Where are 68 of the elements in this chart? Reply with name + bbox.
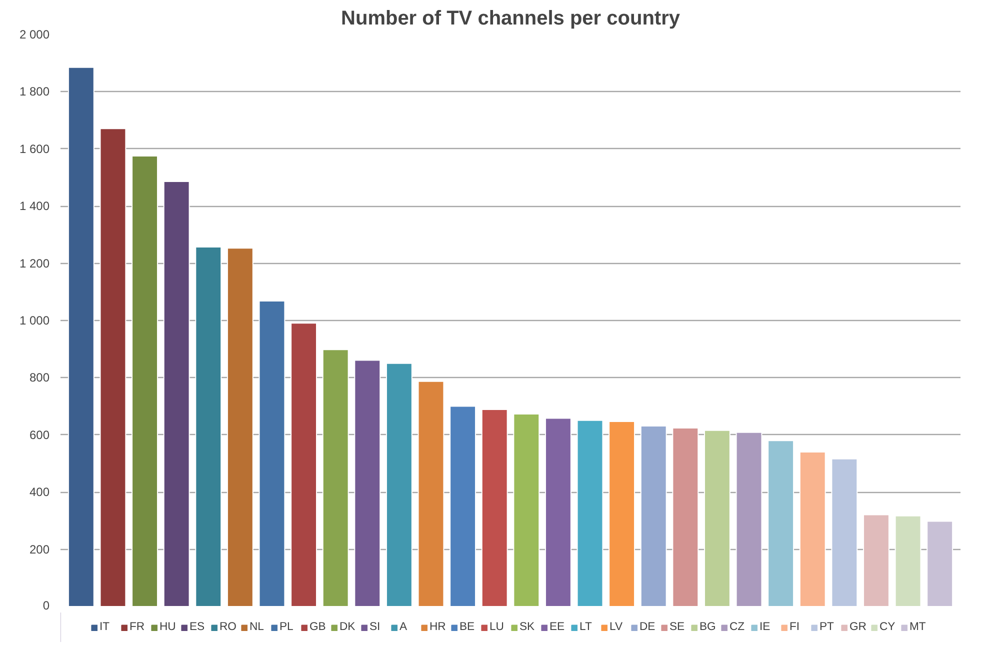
- y-tick-label: 400: [29, 485, 50, 500]
- legend-label: GB: [310, 621, 327, 633]
- legend-label: A: [400, 621, 408, 633]
- bar: [544, 418, 572, 606]
- bar: [386, 362, 412, 606]
- y-tick-label: 1 000: [19, 314, 50, 328]
- legend-label: DE: [640, 621, 656, 633]
- y-tick-label: 0: [42, 598, 50, 612]
- bar: [831, 458, 858, 606]
- bar: [768, 440, 794, 606]
- bar: [704, 430, 730, 606]
- legend-label: LU: [490, 621, 505, 633]
- y-tick-label: 1 800: [19, 84, 50, 99]
- bar: [258, 300, 286, 606]
- legend-label: ES: [190, 621, 206, 633]
- legend-label: SI: [370, 621, 382, 633]
- bar: [640, 426, 667, 606]
- bar: [354, 360, 381, 606]
- legend-label: LT: [580, 621, 593, 633]
- legend-label: GR: [850, 621, 868, 633]
- bar: [132, 156, 158, 606]
- bar: [481, 408, 508, 606]
- legend-label: CZ: [730, 621, 746, 633]
- bar: [163, 181, 190, 606]
- y-tick-label: 2 000: [19, 28, 50, 42]
- legend-label: CY: [880, 621, 896, 633]
- bar: [672, 428, 699, 606]
- y-tick-label: 1 200: [19, 256, 50, 270]
- y-tick-label: 800: [29, 370, 50, 385]
- y-tick-label: 1 600: [19, 142, 50, 156]
- legend-label: BE: [460, 621, 476, 633]
- legend-label: HU: [160, 621, 177, 633]
- legend-label: MT: [910, 621, 927, 633]
- bar: [608, 420, 636, 606]
- legend-label: PL: [280, 621, 294, 633]
- bar: [513, 414, 540, 606]
- bar: [863, 514, 890, 606]
- bar: [926, 520, 954, 606]
- legend-label: BG: [700, 621, 717, 633]
- legend-label: FI: [790, 621, 801, 633]
- bar: [736, 432, 762, 606]
- legend-label: RO: [220, 621, 238, 633]
- legend-label: IT: [100, 621, 111, 633]
- bar: [450, 406, 476, 606]
- legend-label: PT: [820, 621, 835, 633]
- bar: [195, 246, 222, 606]
- bar: [894, 515, 922, 606]
- legend-label: LV: [610, 621, 624, 633]
- y-tick-label: 1 400: [19, 199, 50, 214]
- legend-label: NL: [250, 621, 265, 633]
- bar: [322, 349, 349, 606]
- y-tick-label: 200: [29, 542, 50, 556]
- bar: [418, 380, 444, 606]
- chart-title: Number of TV channels per country: [341, 8, 681, 30]
- legend-label: SE: [670, 621, 686, 633]
- bar: [290, 322, 318, 606]
- legend-label: DK: [340, 621, 356, 633]
- y-tick-label: 600: [29, 428, 50, 442]
- bar: [68, 66, 94, 606]
- bar: [226, 248, 254, 606]
- legend-label: FR: [130, 621, 146, 633]
- legend-label: IE: [760, 621, 772, 633]
- bar: [576, 420, 604, 606]
- bar: [100, 128, 126, 606]
- bar: [799, 452, 826, 606]
- legend-label: SK: [520, 621, 536, 633]
- legend-label: EE: [550, 621, 566, 633]
- legend-label: HR: [430, 621, 447, 633]
